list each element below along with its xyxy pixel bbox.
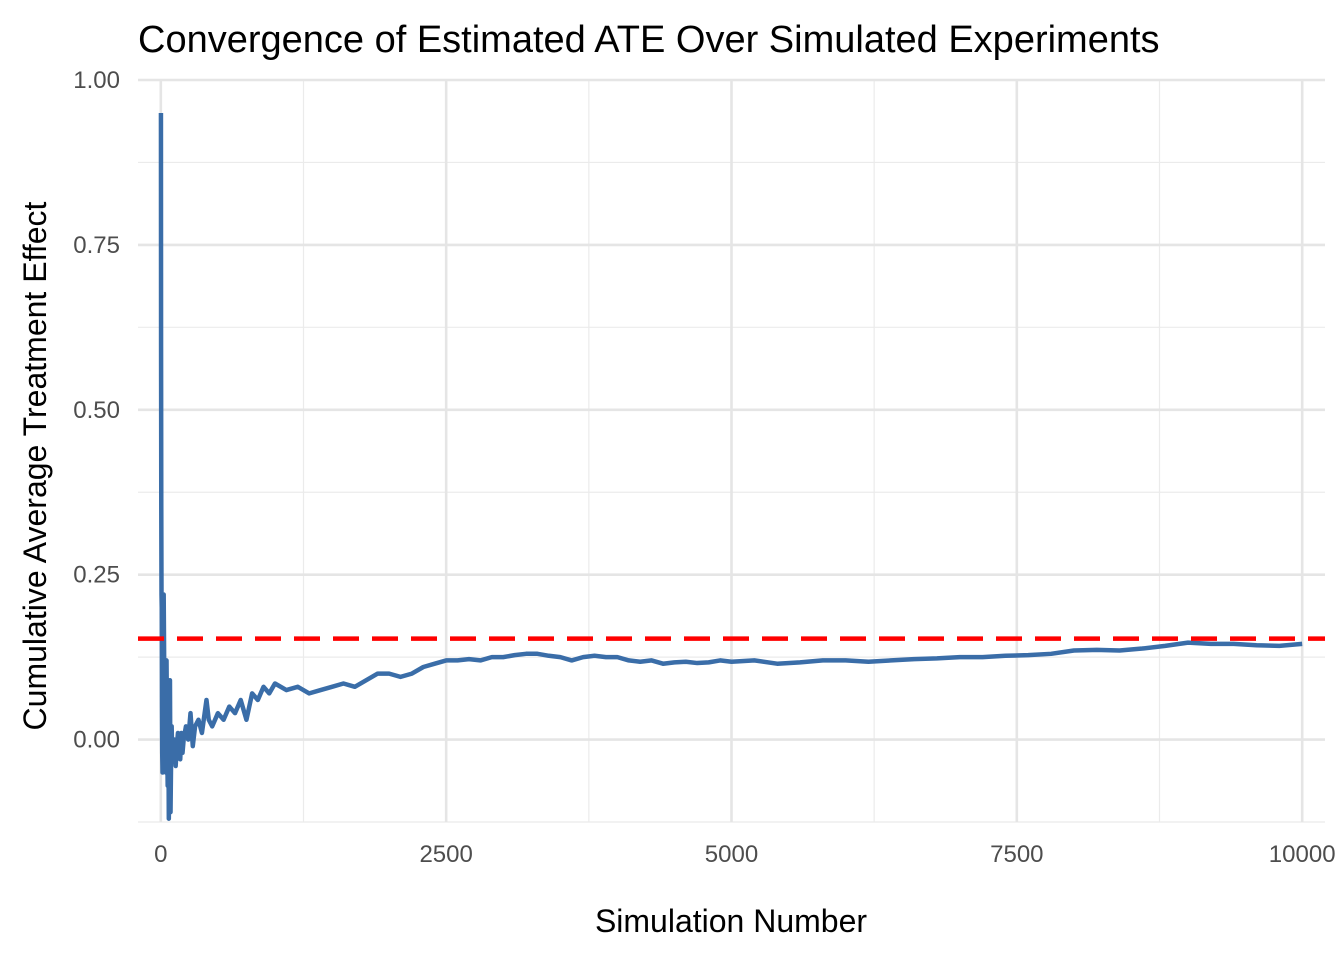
- x-axis-label: Simulation Number: [595, 903, 867, 939]
- y-tick-label: 0.75: [73, 232, 120, 259]
- x-axis-ticks: 0 2500 5000 7500 10000: [154, 841, 1335, 868]
- major-gridlines: [138, 78, 1325, 822]
- y-axis-ticks: 0.00 0.25 0.50 0.75 1.00: [73, 67, 120, 754]
- x-tick-label: 5000: [705, 841, 758, 868]
- x-tick-label: 10000: [1269, 841, 1336, 868]
- y-axis-label: Cumulative Average Treatment Effect: [17, 201, 53, 730]
- x-tick-label: 0: [154, 841, 167, 868]
- y-tick-label: 0.25: [73, 562, 120, 589]
- y-tick-label: 1.00: [73, 67, 120, 94]
- y-tick-label: 0.50: [73, 397, 120, 424]
- y-tick-label: 0.00: [73, 727, 120, 754]
- series-line: [158, 112, 1303, 821]
- x-tick-label: 7500: [990, 841, 1043, 868]
- x-tick-label: 2500: [419, 841, 472, 868]
- chart-title: Convergence of Estimated ATE Over Simula…: [138, 19, 1160, 61]
- series-layer: [158, 112, 1303, 821]
